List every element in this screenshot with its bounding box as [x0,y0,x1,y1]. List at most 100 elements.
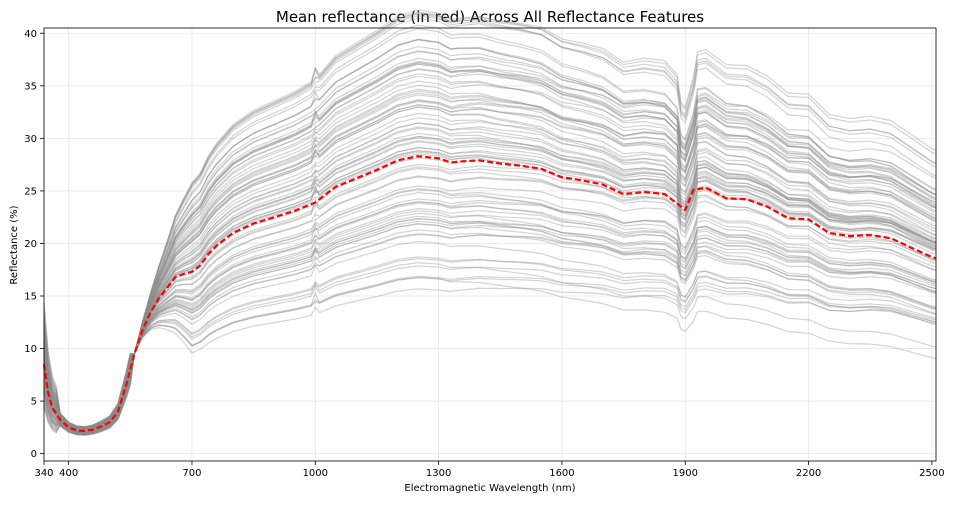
sample-spectrum-line [43,220,937,433]
sample-spectrum-line [43,90,937,431]
x-tick-label: 1000 [303,468,328,479]
sample-spectrum-line [43,39,937,434]
sample-spectrum-line [43,104,937,434]
sample-spectrum-line [43,135,937,428]
x-tick-label: 700 [182,468,201,479]
sample-spectrum-line [43,202,937,430]
x-tick-label: 2500 [919,468,944,479]
sample-spectrum-line [43,141,937,430]
sample-spectrum-line [43,233,937,430]
sample-spectrum-line [43,12,937,430]
sample-spectrum-line [43,50,937,430]
sample-spectrum-line [43,257,937,432]
sample-spectrum-line [43,167,937,429]
sample-spectrum-line [43,94,937,433]
sample-spectrum-line [43,287,937,436]
sample-spectrum-line [43,218,937,436]
sample-spectrum-line [43,13,937,430]
sample-spectrum-line [43,122,937,429]
plot-frame [43,27,937,462]
y-tick-label: 25 [24,186,37,197]
sample-spectrum-line [43,188,937,431]
sample-spectrum-line [43,135,937,434]
y-tick-label: 0 [31,449,37,460]
sample-spectrum-line [43,223,937,429]
sample-spectrum-line [43,80,937,434]
sample-spectrum-line [43,126,937,434]
sample-spectrum-line [43,75,937,429]
sample-spectrum-line [43,151,937,428]
sample-spectrum-line [43,277,937,428]
sample-spectrum-line [43,73,937,435]
sample-spectrum-line [43,17,937,436]
x-tick-label: 2200 [796,468,821,479]
sample-spectrum-line [43,106,937,431]
sample-spectrum-line [43,212,937,435]
chart-title: Mean reflectance (in red) Across All Ref… [276,8,704,26]
sample-spectrum-line [43,233,937,431]
sample-spectrum-line [43,24,937,428]
sample-spectrum-line [43,9,937,430]
sample-spectrum-line [43,84,937,436]
sample-spectrum-line [43,198,937,430]
sample-spectrum-line [43,240,937,429]
x-tick-label: 1300 [426,468,451,479]
sample-spectrum-line [43,262,937,436]
x-tick-label: 1900 [673,468,698,479]
sample-spectrum-line [43,150,937,435]
sample-spectrum-line [43,140,937,431]
y-tick-label: 40 [24,29,37,40]
sample-spectrum-line [43,38,937,434]
sample-spectrum-line [43,60,937,433]
sample-spectrum-line [43,62,937,435]
sample-spectrum-line [43,88,937,430]
sample-spectrum-line [43,50,937,436]
axes: 340 400 700 1000 1300 1600 1900 2200 2500 0 5 10 15 2… [24,27,945,479]
sample-spectrum-line [43,275,937,435]
sample-spectrum-line [43,38,937,435]
sample-spectrum-line [43,223,937,435]
y-axis-label: Reflectance (%) [9,205,20,284]
sample-spectrum-line [43,163,937,436]
sample-spectrum-line [43,137,937,429]
x-tick-label: 400 [59,468,78,479]
sample-spectrum-line [43,166,937,429]
sample-spectrum-line [43,117,937,437]
sample-spectrum-line [43,256,937,431]
sample-spectrum-line [43,265,937,428]
sample-spectrum-line [43,229,937,431]
sample-spectrum-line [43,176,937,433]
sample-spectrum-line [43,104,937,428]
x-tick-label: 1600 [549,468,574,479]
sample-spectrum-line [43,63,937,434]
sample-spectrum-line [43,147,937,430]
sample-spectrum-line [43,14,937,431]
mean-reflectance-line [42,155,937,433]
sample-spectrum-line [43,149,937,433]
y-tick-label: 15 [24,291,37,302]
sample-spectrum-line [43,63,937,434]
grid-lines [43,28,936,461]
sample-spectrum-line [43,215,937,436]
sample-spectrum-line [43,201,937,433]
sample-spectrum-line [43,46,937,431]
sample-spectrum-line [43,132,937,433]
x-axis-label: Electromagnetic Wavelength (nm) [404,483,575,494]
sample-spectrum-line [43,217,937,430]
sample-spectrum-line [43,122,937,432]
sample-spectrum-line [43,99,937,435]
sample-spectrum-line [43,106,937,432]
sample-spectrum-line [43,276,937,429]
sample-spectrum-line [43,207,937,429]
sample-spectrum-line [43,201,937,428]
sample-spectrum-line [43,188,937,433]
sample-spectrum-line [43,68,937,434]
sample-spectrum-line [43,175,937,429]
sample-reflectance-series [43,9,937,437]
sample-spectrum-line [43,57,937,435]
y-tick-label: 30 [24,134,37,145]
sample-spectrum-line [43,127,937,430]
sample-spectrum-line [43,68,937,432]
